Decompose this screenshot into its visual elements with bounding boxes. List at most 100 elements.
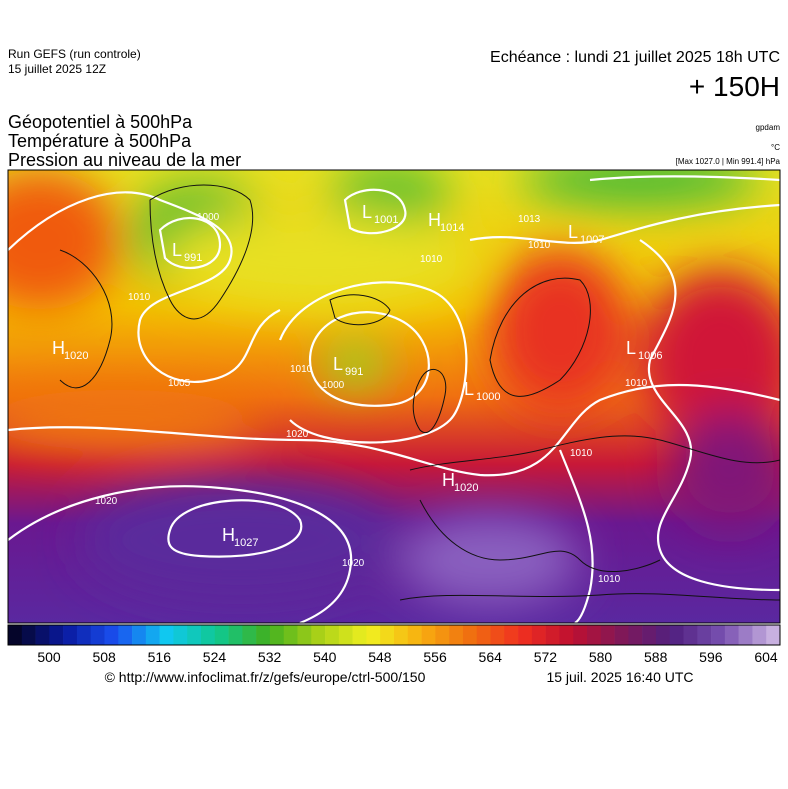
colorbar-segment [518, 625, 533, 645]
isobar-label: 1000 [322, 380, 345, 391]
colorbar-segment [394, 625, 409, 645]
isobar-label: 1005 [168, 378, 191, 389]
colorbar-segment [435, 625, 450, 645]
run-date: 15 juillet 2025 12Z [8, 62, 106, 76]
system-letter: L [333, 354, 343, 374]
colorbar-segment [614, 625, 629, 645]
colorbar-segment [738, 625, 753, 645]
isobar-label: 1010 [290, 364, 313, 375]
colorbar-tick-label: 596 [699, 649, 723, 665]
echeance: Echéance : lundi 21 juillet 2025 18h UTC [490, 49, 780, 66]
unit-label: gpdam [756, 123, 781, 132]
system-pressure: 1001 [374, 214, 398, 226]
colorbar-segment [724, 625, 739, 645]
timestamp: 15 juil. 2025 16:40 UTC [546, 669, 693, 685]
coastlines [59, 184, 780, 601]
colorbar-tick-label: 588 [644, 649, 668, 665]
system-letter: H [222, 525, 235, 545]
system-pressure: 1014 [440, 222, 464, 234]
colorbar-segment [766, 625, 781, 645]
system-pressure: 1020 [454, 482, 478, 494]
system-pressure: 1006 [638, 350, 662, 362]
unit-label: °C [771, 143, 780, 152]
isobar-label: 1010 [625, 378, 648, 389]
colorbar-segment [228, 625, 243, 645]
field-title: Température à 500hPa [8, 131, 192, 151]
run-label: Run GEFS (run controle) [8, 47, 141, 61]
colorbar-segment [683, 625, 698, 645]
isobar-label: 1010 [570, 448, 593, 459]
colorbar-segment [187, 625, 202, 645]
colorbar-segment [297, 625, 312, 645]
colorbar-segment [49, 625, 64, 645]
colorbar-segment [655, 625, 671, 645]
field-title: Pression au niveau de la mer [8, 150, 241, 170]
colorbar-segment [600, 625, 615, 645]
colorbar-segment [76, 625, 92, 645]
colorbar-segment [104, 625, 119, 645]
colorbar-segment [132, 625, 147, 645]
source-url: © http://www.infoclimat.fr/z/gefs/europe… [105, 669, 426, 685]
colorbar-segment [269, 625, 285, 645]
system-pressure: 991 [184, 252, 202, 264]
colorbar-segment [559, 625, 574, 645]
colorbar-segment [8, 625, 23, 645]
colorbar-segment [35, 625, 50, 645]
field-blobs [8, 170, 780, 605]
colorbar-segment [173, 625, 188, 645]
unit-label: [Max 1027.0 | Min 991.4] hPa [676, 157, 781, 166]
colorbar-segment [21, 625, 36, 645]
system-pressure: 991 [345, 366, 363, 378]
system-letter: L [172, 240, 182, 260]
colorbar-segment [573, 625, 588, 645]
colorbar-segment [449, 625, 464, 645]
isobar-label: 1010 [420, 254, 443, 265]
system-letter: L [464, 379, 474, 399]
colorbar-segment [352, 625, 367, 645]
colorbar-segment [462, 625, 478, 645]
isobar-label: 1010 [128, 292, 151, 303]
colorbar-segment [90, 625, 105, 645]
system-pressure: 1000 [476, 391, 500, 403]
colorbar-segment [145, 625, 160, 645]
colorbar: 500 508 516 524 532 540 548 556 564 572 580 588 596 6… [7, 624, 781, 665]
colorbar-segment [490, 625, 505, 645]
colorbar-segment [214, 625, 229, 645]
colorbar-segment [711, 625, 726, 645]
colorbar-segment [697, 625, 712, 645]
colorbar-segment [325, 625, 340, 645]
system-letter: H [428, 210, 441, 230]
colorbar-tick-label: 516 [148, 649, 172, 665]
colorbar-segment [531, 625, 546, 645]
colorbar-segment [669, 625, 684, 645]
colorbar-segment [242, 625, 257, 645]
colorbar-segment [628, 625, 643, 645]
system-pressure: 1020 [64, 350, 88, 362]
colorbar-tick-label: 556 [423, 649, 447, 665]
colorbar-segment [118, 625, 133, 645]
isobar-label: 1020 [286, 429, 309, 440]
colorbar-tick-label: 580 [589, 649, 613, 665]
colorbar-segment [504, 625, 519, 645]
lead-time: + 150H [689, 71, 780, 102]
colorbar-segment [380, 625, 395, 645]
colorbar-segment [545, 625, 560, 645]
system-letter: L [626, 338, 636, 358]
isobars [8, 175, 780, 623]
isobar-label: 1010 [528, 240, 551, 251]
system-letter: L [362, 202, 372, 222]
colorbar-segment [752, 625, 767, 645]
colorbar-segment [283, 625, 298, 645]
colorbar-segment [587, 625, 602, 645]
colorbar-tick-label: 532 [258, 649, 282, 665]
system-pressure: 1027 [234, 537, 258, 549]
colorbar-tick-label: 524 [203, 649, 227, 665]
isobar-labels: 1000 1013 1010 1010 1010 1005 1010 1000 1020 1010… [95, 212, 648, 585]
colorbar-segment [256, 625, 271, 645]
map-frame [7, 169, 781, 624]
system-pressure: 1007 [580, 234, 604, 246]
colorbar-segment [407, 625, 422, 645]
